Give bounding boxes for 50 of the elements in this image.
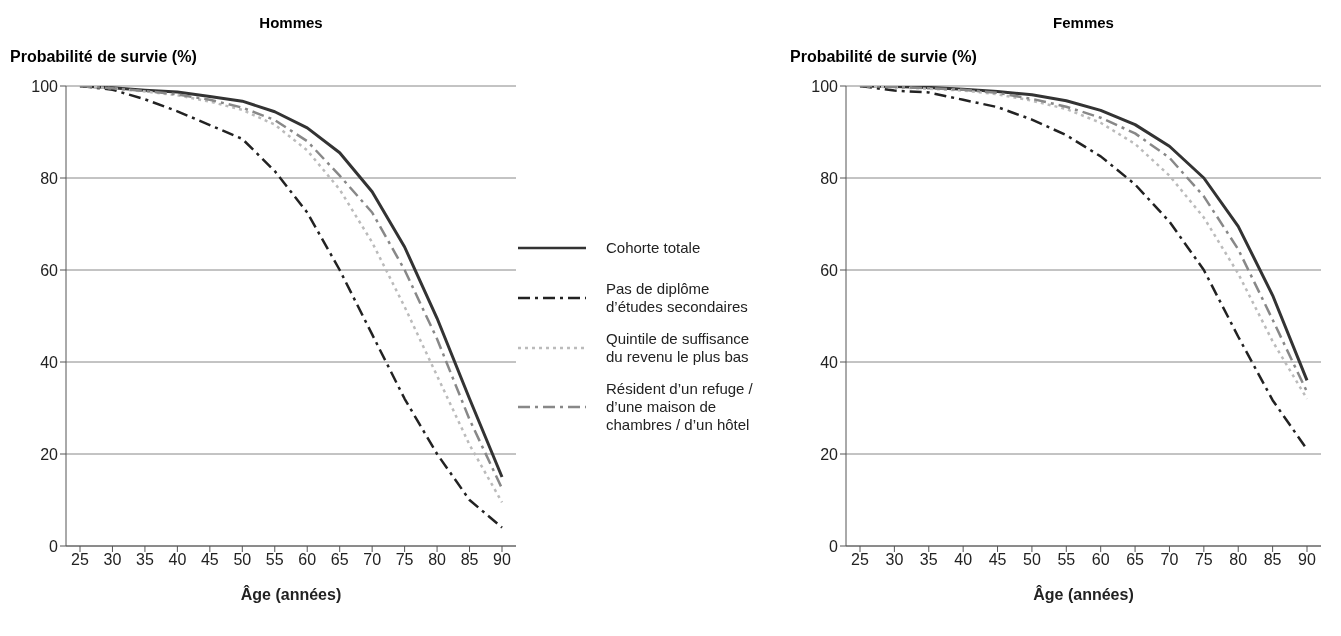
x-tick-label: 90 <box>493 551 511 569</box>
x-tick-label: 30 <box>885 551 904 569</box>
legend-label: Quintile de suffisance du revenu le plus bas <box>606 330 751 366</box>
y-tick-label: 60 <box>820 261 839 279</box>
y-tick-label: 60 <box>40 261 59 279</box>
x-tick-label: 30 <box>103 551 122 569</box>
x-tick-label: 45 <box>200 551 219 569</box>
x-tick-label: 25 <box>851 551 869 569</box>
y-tick-label: 40 <box>820 353 839 371</box>
x-tick-label: 55 <box>265 551 284 569</box>
x-tick-label: 70 <box>1160 551 1179 569</box>
y-tick-label: 80 <box>820 169 839 187</box>
y-tick-label: 20 <box>820 445 839 463</box>
x-tick-label: 80 <box>1229 551 1248 569</box>
y-tick-label: 0 <box>49 537 59 555</box>
chart-title: Hommes <box>258 13 324 33</box>
y-axis-title: Probabilité de survie (%) <box>10 48 198 67</box>
x-tick-label: 65 <box>1126 551 1145 569</box>
x-tick-label: 25 <box>71 551 89 569</box>
x-tick-label: 75 <box>395 551 414 569</box>
x-tick-label: 75 <box>1194 551 1213 569</box>
x-axis-title: Âge (années) <box>1033 585 1134 603</box>
y-tick-label: 40 <box>40 353 59 371</box>
x-tick-label: 45 <box>988 551 1007 569</box>
x-tick-label: 60 <box>1091 551 1110 569</box>
y-tick-label: 80 <box>40 169 59 187</box>
legend-label: Cohorte totale <box>606 239 702 257</box>
legend-label: Résident d’un refuge / d’une maison de chambres / d’un hôtel <box>606 380 754 434</box>
x-tick-label: 85 <box>460 551 479 569</box>
legend-label: Pas de diplôme d’études secondaires <box>606 280 749 316</box>
x-tick-label: 80 <box>428 551 447 569</box>
y-tick-label: 20 <box>40 445 59 463</box>
chart-title: Femmes <box>1052 13 1115 33</box>
x-tick-label: 70 <box>363 551 382 569</box>
x-tick-label: 85 <box>1263 551 1282 569</box>
y-tick-label: 100 <box>811 77 839 95</box>
x-tick-label: 40 <box>168 551 187 569</box>
x-tick-label: 35 <box>136 551 154 569</box>
x-tick-label: 55 <box>1057 551 1076 569</box>
x-tick-label: 35 <box>919 551 938 569</box>
y-axis-title: Probabilité de survie (%) <box>790 48 978 67</box>
y-tick-label: 0 <box>829 537 839 555</box>
x-tick-label: 60 <box>298 551 317 569</box>
x-tick-label: 50 <box>233 551 252 569</box>
x-tick-label: 40 <box>954 551 973 569</box>
x-tick-label: 50 <box>1023 551 1041 569</box>
x-tick-label: 65 <box>330 551 349 569</box>
y-tick-label: 100 <box>31 77 59 95</box>
x-axis-title: Âge (années) <box>240 585 342 603</box>
x-tick-label: 90 <box>1298 551 1316 569</box>
